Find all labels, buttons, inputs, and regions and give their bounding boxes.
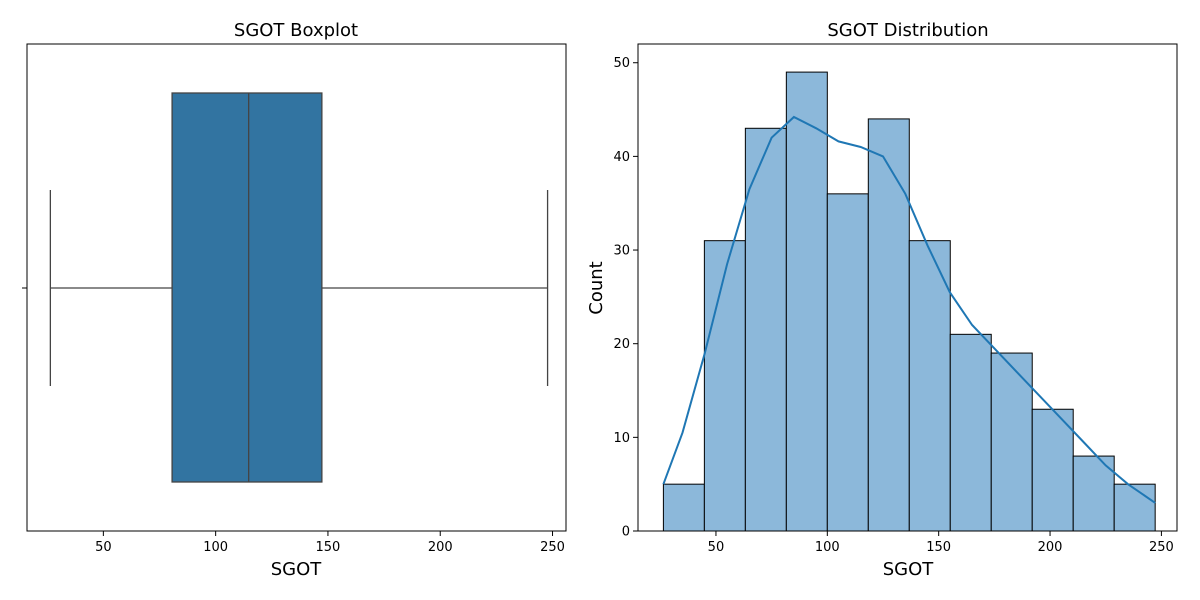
boxplot-x-tick-label: 50 bbox=[95, 540, 112, 555]
boxplot-x-ticks: 50 100 150 200 250 bbox=[95, 531, 565, 555]
histogram-bar bbox=[785, 71, 828, 532]
histogram-x-ticks: 50 100 150 200 250 bbox=[708, 531, 1174, 555]
histogram-bar bbox=[1031, 408, 1074, 532]
boxplot-xlabel: SGOT bbox=[271, 559, 323, 580]
histogram-y-tick-label: 50 bbox=[613, 56, 630, 71]
histogram-bar bbox=[826, 193, 869, 532]
histogram-x-tick-label: 250 bbox=[1149, 540, 1174, 555]
histogram-bars bbox=[662, 71, 1156, 532]
boxplot-x-tick-label: 100 bbox=[203, 540, 228, 555]
histogram-panel: SGOT Distribution 50 100 150 200 250 0 10 20 30… bbox=[586, 20, 1178, 580]
histogram-y-ticks: 0 10 20 30 40 50 bbox=[613, 56, 638, 540]
histogram-xlabel: SGOT bbox=[883, 559, 935, 580]
histogram-x-tick-label: 50 bbox=[708, 540, 725, 555]
histogram-bar bbox=[744, 127, 787, 532]
histogram-frame bbox=[637, 43, 1178, 532]
histogram-y-tick-label: 0 bbox=[622, 525, 630, 540]
histogram-bar bbox=[662, 483, 705, 532]
histogram-y-tick-label: 20 bbox=[613, 337, 630, 352]
histogram-bar bbox=[703, 240, 746, 532]
histogram-ylabel: Count bbox=[586, 261, 607, 314]
histogram-y-tick-label: 10 bbox=[613, 431, 630, 446]
boxplot-plot-area bbox=[49, 92, 549, 483]
histogram-bar bbox=[1113, 483, 1156, 532]
boxplot-x-tick-label: 250 bbox=[540, 540, 565, 555]
boxplot-x-tick-label: 200 bbox=[428, 540, 453, 555]
histogram-bar bbox=[867, 118, 910, 532]
histogram-bar bbox=[949, 333, 992, 532]
boxplot-title: SGOT Boxplot bbox=[234, 20, 358, 41]
histogram-x-tick-label: 200 bbox=[1038, 540, 1063, 555]
histogram-title: SGOT Distribution bbox=[827, 20, 988, 41]
histogram-y-tick-label: 30 bbox=[613, 244, 630, 259]
histogram-x-tick-label: 150 bbox=[926, 540, 951, 555]
kde-curve bbox=[662, 115, 1156, 504]
iqr-box bbox=[171, 92, 323, 483]
histogram-x-tick-label: 100 bbox=[815, 540, 840, 555]
boxplot-panel: SGOT Boxplot 50 100 150 200 250 SGOT bbox=[22, 20, 567, 580]
boxplot-x-tick-label: 150 bbox=[316, 540, 341, 555]
histogram-bar bbox=[990, 352, 1033, 532]
histogram-y-tick-label: 40 bbox=[613, 150, 630, 165]
histogram-bar bbox=[908, 240, 951, 532]
